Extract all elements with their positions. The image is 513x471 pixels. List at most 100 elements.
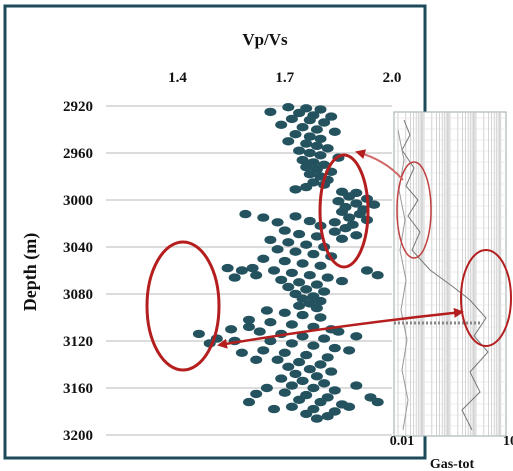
x-tick-label: 1.4	[168, 70, 187, 86]
inset-ellipse-lower	[460, 249, 512, 347]
data-point	[314, 261, 327, 270]
data-point	[243, 397, 255, 407]
data-point	[307, 383, 320, 393]
data-point	[221, 263, 234, 273]
y-tick-label: 3000	[63, 193, 93, 209]
data-point	[271, 355, 284, 364]
data-point	[336, 207, 348, 216]
data-point	[310, 414, 323, 423]
data-point	[318, 334, 331, 343]
scatter-points	[192, 103, 384, 423]
inset-tick-high: 100	[503, 434, 513, 449]
data-point	[239, 209, 252, 219]
data-point	[336, 276, 348, 286]
data-point	[314, 134, 327, 144]
data-point	[250, 271, 263, 280]
data-point	[260, 306, 273, 315]
x-tick-labels: 1.4 1.7 2.0	[168, 70, 401, 86]
data-point	[321, 412, 334, 421]
y-axis-label: Depth (m)	[20, 233, 41, 312]
data-point	[260, 383, 273, 393]
data-point	[257, 254, 270, 263]
data-point	[293, 357, 306, 367]
annotation-ellipse-low	[145, 240, 221, 372]
data-point	[300, 350, 313, 360]
data-point	[310, 125, 323, 134]
data-point	[310, 232, 323, 241]
data-point	[300, 240, 313, 249]
data-point	[282, 103, 295, 112]
data-point	[343, 213, 356, 222]
data-point	[303, 170, 316, 179]
data-point	[310, 141, 323, 151]
data-point	[289, 185, 302, 194]
data-point	[264, 107, 277, 117]
data-point	[293, 108, 306, 118]
data-point	[307, 249, 320, 259]
data-point	[314, 105, 327, 114]
data-point	[314, 296, 327, 306]
annotation-arrow-lower	[217, 307, 464, 349]
data-point	[278, 348, 291, 357]
data-point	[368, 200, 381, 209]
data-point	[192, 329, 205, 339]
data-point	[243, 322, 255, 332]
data-point	[253, 327, 266, 336]
data-point	[343, 192, 356, 201]
data-point	[289, 369, 302, 379]
data-point	[300, 182, 313, 192]
data-point	[289, 130, 302, 139]
data-point	[307, 341, 320, 350]
annotation-arrow-upper	[355, 149, 404, 181]
data-point	[303, 271, 316, 280]
data-point	[278, 256, 291, 266]
data-point	[293, 395, 306, 404]
data-point	[278, 308, 291, 317]
inset-ellipse-upper	[396, 161, 432, 259]
chart-title: Vp/Vs	[242, 30, 288, 49]
data-point	[314, 313, 327, 322]
data-point	[353, 209, 366, 219]
y-tick-labels: 2920 2960 3000 3040 3080 3120 3160 3200	[63, 99, 93, 444]
data-point	[321, 353, 334, 362]
data-point	[235, 266, 248, 275]
y-tick-label: 3200	[63, 428, 93, 444]
data-point	[246, 263, 259, 273]
data-point	[293, 229, 306, 239]
annotation-ellipse-high	[318, 153, 370, 269]
data-point	[296, 310, 309, 320]
x-tick-label: 1.7	[275, 70, 294, 86]
y-tick-label: 3160	[63, 381, 93, 397]
data-point	[318, 379, 331, 388]
data-point	[285, 268, 298, 278]
data-point	[328, 386, 341, 395]
data-point	[325, 112, 338, 121]
data-point	[257, 346, 270, 355]
data-point	[361, 266, 373, 275]
data-point	[250, 389, 263, 399]
data-point	[343, 346, 356, 355]
data-point	[318, 118, 331, 127]
data-point	[371, 271, 384, 280]
data-point	[321, 273, 334, 282]
data-point	[332, 197, 345, 206]
data-point	[235, 348, 248, 357]
data-point	[285, 381, 298, 390]
data-point	[310, 303, 323, 313]
data-point	[282, 362, 295, 371]
data-point	[303, 216, 316, 226]
data-point	[271, 245, 284, 254]
data-point	[303, 365, 316, 374]
data-point	[314, 397, 327, 407]
y-tick-label: 2960	[63, 146, 93, 162]
data-point	[350, 332, 363, 341]
data-point	[264, 318, 277, 327]
data-point	[350, 381, 363, 390]
data-point	[328, 218, 341, 227]
y-tick-label: 2920	[63, 99, 93, 115]
data-point	[350, 231, 363, 240]
data-point	[318, 287, 331, 296]
data-point	[282, 137, 295, 146]
data-point	[264, 235, 277, 245]
